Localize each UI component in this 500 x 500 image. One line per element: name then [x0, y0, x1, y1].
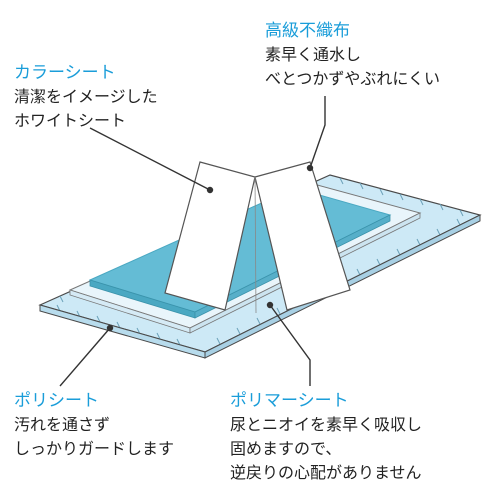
polymer-title: ポリマーシート: [230, 388, 422, 414]
label-poly-sheet: ポリシート 汚れを通さずしっかりガードします: [14, 388, 174, 462]
nonwoven-title: 高級不織布: [265, 18, 440, 44]
label-polymer: ポリマーシート 尿とニオイを素早く吸収し固めますので、逆戻りの心配がありません: [230, 388, 422, 486]
poly-sheet-title: ポリシート: [14, 388, 174, 414]
polymer-desc: 尿とニオイを素早く吸収し固めますので、逆戻りの心配がありません: [230, 414, 422, 486]
nonwoven-desc: 素早く通水しべとつかずやぶれにくい: [265, 44, 440, 92]
color-sheet-desc: 清潔をイメージしたホワイトシート: [14, 86, 158, 134]
poly-sheet-desc: 汚れを通さずしっかりガードします: [14, 414, 174, 462]
label-nonwoven: 高級不織布 素早く通水しべとつかずやぶれにくい: [265, 18, 440, 92]
label-color-sheet: カラーシート 清潔をイメージしたホワイトシート: [14, 60, 158, 134]
color-sheet-title: カラーシート: [14, 60, 158, 86]
